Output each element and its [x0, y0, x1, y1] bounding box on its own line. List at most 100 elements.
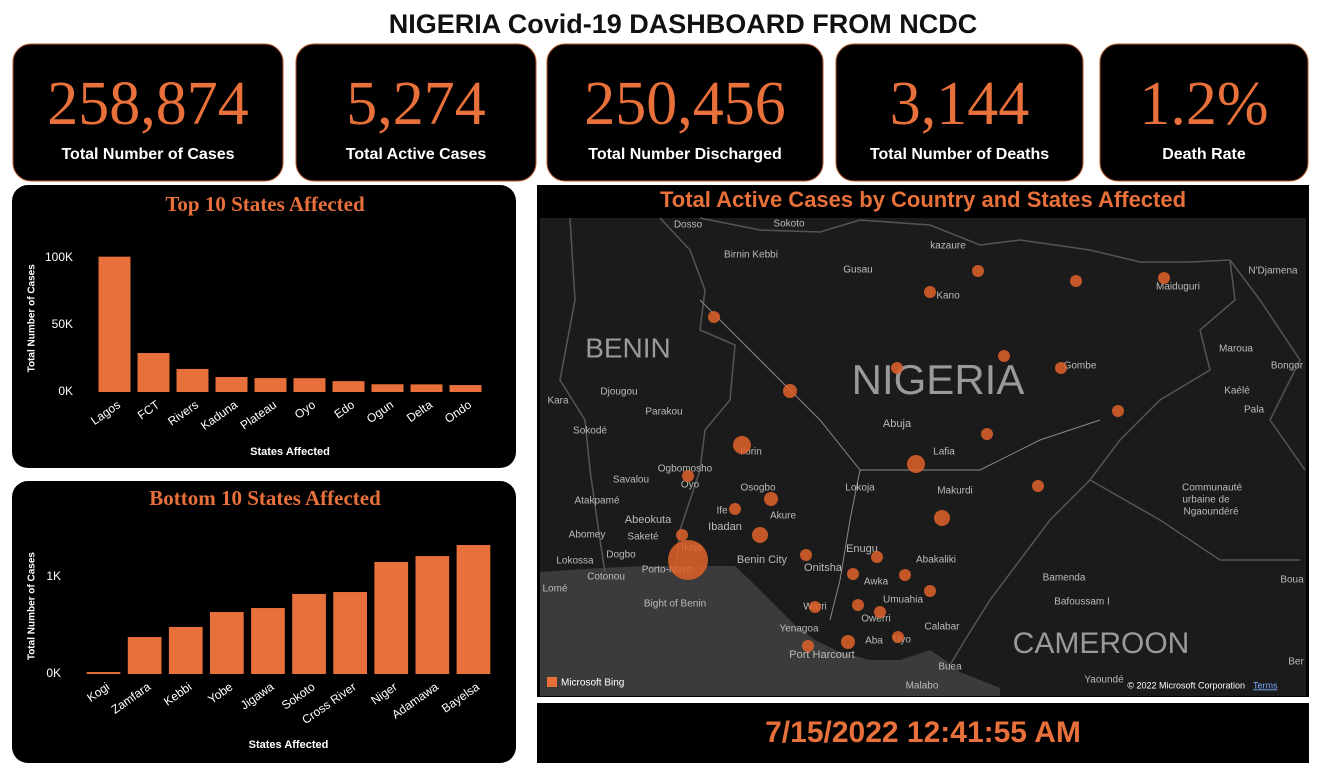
- map-label: Dogbo: [606, 550, 636, 561]
- map-label: Ber: [1288, 657, 1304, 668]
- bar: [410, 384, 443, 392]
- bar: [86, 672, 121, 674]
- map-label: Abuja: [883, 418, 912, 430]
- map-label: Ife: [716, 506, 728, 517]
- chart-title: Top 10 States Affected: [165, 192, 365, 216]
- map-terms[interactable]: Terms: [1253, 680, 1278, 690]
- map-label: Yenagoa: [779, 624, 819, 635]
- map-label: NIGERIA: [852, 356, 1025, 403]
- bar: [209, 612, 244, 674]
- map-bubble: [841, 635, 855, 649]
- dashboard-title: NIGERIA Covid-19 DASHBOARD FROM NCDC: [389, 9, 978, 39]
- map-label: Ilorin: [740, 447, 762, 458]
- map-bubble: [874, 606, 886, 618]
- bar: [168, 626, 203, 674]
- map: Dosso Sokoto Birnin Kebbi kazaure Gusau N'Dja…: [540, 217, 1306, 696]
- map-label: Porto-Novo: [642, 565, 693, 576]
- bar: [449, 385, 482, 392]
- map-bubble: [752, 527, 768, 543]
- map-label: Communauté: [1182, 483, 1242, 494]
- map-label: Lomé: [542, 584, 567, 595]
- kpi-card: [12, 43, 284, 182]
- map-label: Kaélé: [1224, 386, 1250, 397]
- y-tick-label: 100K: [45, 250, 73, 264]
- map-label: Osogbo: [740, 483, 775, 494]
- map-label: Abomey: [569, 530, 606, 541]
- map-label: kazaure: [930, 241, 966, 252]
- map-bubble: [729, 503, 741, 515]
- y-tick-label: 50K: [52, 317, 73, 331]
- kpi-value: 5,274: [346, 70, 486, 138]
- bar: [456, 544, 491, 674]
- map-bubble: [891, 362, 903, 374]
- map-label: Boua: [1280, 575, 1304, 586]
- map-bubble: [934, 510, 950, 526]
- map-label: Kano: [936, 291, 960, 302]
- map-bubble: [871, 551, 883, 563]
- map-label: Abakaliki: [916, 555, 956, 566]
- map-bubble: [783, 384, 797, 398]
- bar: [98, 256, 131, 392]
- map-bubble: [676, 529, 688, 541]
- chart-panel: [12, 185, 516, 468]
- map-label: Umuahia: [883, 595, 923, 606]
- map-label: Onitsha: [804, 562, 843, 574]
- map-label: Savalou: [613, 475, 649, 486]
- kpi-card: [1099, 43, 1309, 182]
- timestamp: 7/15/2022 12:41:55 AM: [765, 716, 1081, 749]
- map-bubble: [668, 540, 708, 580]
- map-rivers: [699, 299, 1101, 621]
- map-label: Ogbomosho: [658, 464, 713, 475]
- map-label: Enugu: [846, 543, 878, 555]
- bar: [332, 381, 365, 392]
- bar: [254, 378, 287, 392]
- kpi-label: Total Number of Deaths: [870, 146, 1049, 163]
- y-axis-label: Total Number of Cases: [27, 552, 38, 661]
- map-bubble: [924, 286, 936, 298]
- y-tick-label: 0K: [46, 666, 61, 680]
- chart-title: Bottom 10 States Affected: [149, 486, 381, 510]
- map-bubble: [809, 601, 821, 613]
- map-label: Owerri: [861, 614, 890, 625]
- x-axis-label: States Affected: [249, 739, 329, 751]
- map-label: Maroua: [1219, 344, 1253, 355]
- map-label: Djougou: [600, 387, 637, 398]
- kpi-value: 1.2%: [1139, 70, 1268, 138]
- kpi-value: 258,874: [47, 70, 249, 138]
- bar: [176, 368, 209, 392]
- map-label: Calabar: [924, 622, 960, 633]
- map-label: Bongor: [1271, 361, 1304, 372]
- map-label: Yaoundé: [1084, 675, 1124, 686]
- timestamp-panel: [537, 703, 1309, 763]
- map-label: Lokoja: [845, 483, 875, 494]
- kpi-card: [295, 43, 537, 182]
- y-tick-label: 1K: [46, 569, 61, 583]
- map-borders: [559, 217, 1306, 666]
- kpi-card: [546, 43, 824, 182]
- map-label: Saketé: [627, 532, 659, 543]
- kpi-label: Total Number of Cases: [61, 146, 234, 163]
- map-bubble: [733, 436, 751, 454]
- map-label: Sokodé: [573, 426, 607, 437]
- map-label: Abeokuta: [625, 514, 672, 526]
- map-label: Parakou: [645, 407, 682, 418]
- bar: [415, 556, 450, 674]
- map-label: Aba: [865, 636, 883, 647]
- map-bubble: [847, 568, 859, 580]
- map-label: Sokoto: [773, 219, 805, 230]
- map-bubble: [981, 428, 993, 440]
- map-copyright: © 2022 Microsoft Corporation: [1127, 680, 1245, 690]
- map-bubble: [899, 569, 911, 581]
- bar: [374, 561, 409, 674]
- map-bubble: [892, 631, 904, 643]
- map-label: Bamenda: [1043, 573, 1086, 584]
- map-label: Cotonou: [587, 572, 625, 583]
- map-label: Buea: [938, 662, 962, 673]
- map-bubble: [852, 599, 864, 611]
- map-label: Bight of Benin: [644, 599, 706, 610]
- map-label: urbaine de: [1182, 495, 1230, 506]
- map-sea: [540, 566, 1000, 696]
- bar: [137, 353, 170, 392]
